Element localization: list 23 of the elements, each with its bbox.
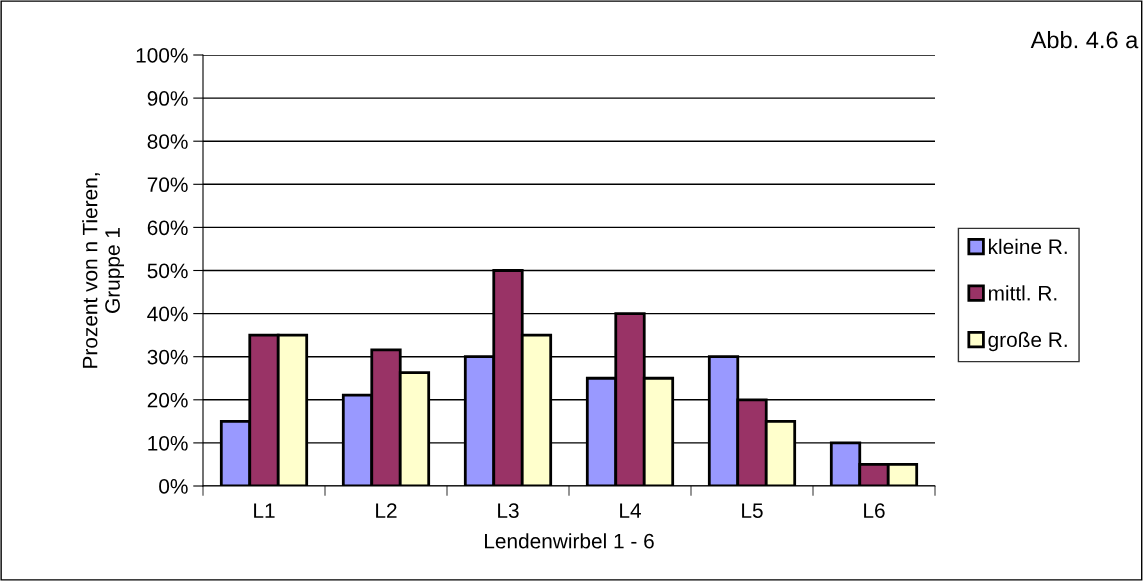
x-tick-label: L2 (376, 503, 397, 518)
y-tick-label: 20% (147, 392, 188, 408)
y-tick-label: 30% (147, 349, 188, 365)
legend-label: kleine R. (988, 238, 1067, 255)
legend-label: mittl. R. (988, 285, 1057, 301)
x-tick-label: L1 (254, 503, 275, 518)
y-tick-label: 70% (147, 177, 188, 193)
x-tick-label: L4 (620, 503, 641, 518)
y-tick-label: 100% (136, 48, 188, 63)
y-tick-label: 10% (148, 435, 188, 451)
x-axis-title: Lendenwirbel 1 - 6 (485, 533, 654, 549)
legend-label: große R. (988, 331, 1067, 352)
y-tick-label: 80% (147, 134, 188, 149)
y-tick-label: 90% (147, 91, 188, 106)
y-tick-label: 0% (159, 479, 188, 494)
y-tick-label: 50% (147, 263, 188, 279)
x-tick-label: L3 (498, 503, 519, 518)
x-tick-label: L6 (864, 503, 885, 518)
y-tick-label: 60% (147, 220, 188, 236)
x-tick-label: L5 (742, 503, 763, 518)
y-tick-label: 40% (147, 306, 188, 322)
caption: Abb. 4.6 a (1030, 31, 1139, 49)
y-axis-title: Prozent von n Tieren, Gruppe 1 (82, 173, 125, 368)
